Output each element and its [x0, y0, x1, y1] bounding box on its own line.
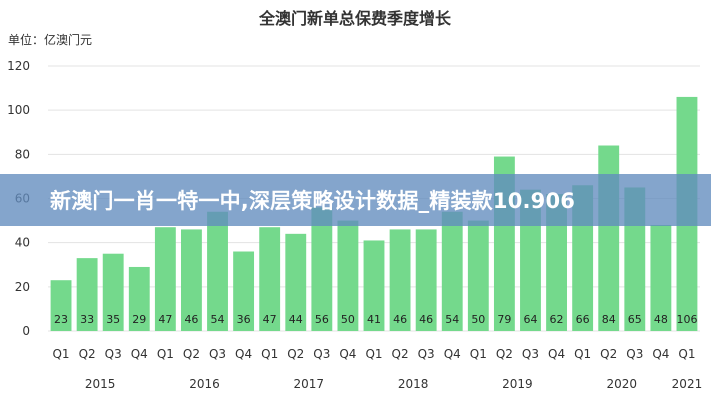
year-label: 2015	[85, 377, 116, 391]
overlay-banner-text: 新澳门一肖一特一中,深层策略设计数据_精装款10.906	[50, 189, 576, 213]
bar-value-label: 23	[54, 313, 68, 326]
x-tick-label: Q4	[235, 347, 252, 361]
x-tick-label: Q3	[105, 347, 122, 361]
x-tick-label: Q1	[365, 347, 382, 361]
x-tick-label: Q2	[183, 347, 200, 361]
year-label: 2018	[398, 377, 429, 391]
bar-value-label: 56	[315, 313, 329, 326]
bar-value-label: 62	[550, 313, 564, 326]
x-tick-label: Q2	[287, 347, 304, 361]
x-tick-label: Q3	[313, 347, 330, 361]
x-tick-label: Q4	[131, 347, 148, 361]
x-tick-label: Q3	[209, 347, 226, 361]
year-label: 2021	[672, 377, 703, 391]
x-tick-label: Q1	[470, 347, 487, 361]
y-tick-label: 20	[15, 280, 30, 294]
bar-value-label: 66	[576, 313, 590, 326]
bar-value-label: 48	[654, 313, 668, 326]
bar	[128, 266, 150, 331]
bar	[650, 225, 672, 331]
bar	[546, 194, 567, 331]
bar	[363, 240, 385, 331]
x-tick-label: Q1	[678, 347, 695, 361]
x-tick-label: Q2	[600, 347, 617, 361]
bar	[415, 229, 437, 331]
bar-value-label: 50	[471, 313, 485, 326]
x-tick-label: Q4	[339, 347, 356, 361]
x-tick-label: Q1	[261, 347, 278, 361]
bar	[259, 227, 281, 331]
x-tick-label: Q2	[392, 347, 409, 361]
x-tick-label: Q3	[626, 347, 643, 361]
bar	[285, 233, 307, 331]
year-label: 2019	[502, 377, 533, 391]
bar-value-label: 54	[445, 313, 459, 326]
bar-value-label: 47	[263, 313, 277, 326]
bar-value-label: 54	[211, 313, 225, 326]
bar	[181, 229, 202, 331]
x-tick-label: Q2	[496, 347, 513, 361]
unit-label: 单位：亿澳门元	[8, 32, 92, 47]
bar-value-label: 50	[341, 313, 355, 326]
bar	[233, 251, 255, 331]
x-tick-label: Q4	[444, 347, 461, 361]
x-tick-label: Q4	[548, 347, 565, 361]
value-labels: 23 33 35 29 47 46 54 36 47 44 56 50 41 46 46 54 50 79 64 62…	[54, 313, 697, 326]
x-tick-label: Q3	[418, 347, 435, 361]
y-tick-label: 120	[7, 59, 30, 73]
bar-value-label: 41	[367, 313, 381, 326]
bar	[50, 280, 72, 331]
bar-value-label: 79	[497, 313, 511, 326]
bar	[311, 207, 333, 331]
x-tick-label: Q4	[652, 347, 669, 361]
x-tick-label: Q3	[522, 347, 539, 361]
year-labels: 2015 2016 2017 2018 2019 2020 2021	[85, 377, 702, 391]
bar-value-label: 33	[80, 313, 94, 326]
bar-value-label: 44	[289, 313, 303, 326]
bar-value-label: 106	[676, 313, 697, 326]
y-tick-label: 100	[7, 103, 30, 117]
bar-value-label: 65	[628, 313, 642, 326]
x-tick-label: Q2	[79, 347, 96, 361]
x-tick-label: Q1	[52, 347, 69, 361]
bar-value-label: 64	[523, 313, 537, 326]
bar	[154, 227, 176, 331]
bar-value-label: 36	[237, 313, 251, 326]
bar-value-label: 29	[132, 313, 146, 326]
bar	[467, 220, 489, 331]
bar	[441, 211, 463, 331]
bar	[102, 253, 124, 331]
bar	[389, 229, 411, 331]
year-label: 2017	[294, 377, 325, 391]
bar	[337, 220, 359, 331]
x-tick-label: Q1	[574, 347, 591, 361]
bar-value-label: 47	[158, 313, 172, 326]
overlay-banner: 新澳门一肖一特一中,深层策略设计数据_精装款10.906	[0, 174, 711, 226]
bar	[207, 211, 228, 331]
bar-value-label: 46	[184, 313, 198, 326]
x-tick-label: Q1	[157, 347, 174, 361]
bar-value-label: 35	[106, 313, 120, 326]
y-tick-label: 80	[15, 147, 30, 161]
y-tick-label: 40	[15, 236, 30, 250]
bar-value-label: 46	[393, 313, 407, 326]
y-tick-label: 0	[22, 324, 30, 338]
bar-value-label: 46	[419, 313, 433, 326]
chart-title: 全澳门新单总保费季度增长	[258, 9, 452, 28]
year-label: 2020	[606, 377, 637, 391]
bar	[76, 258, 98, 331]
x-axis-ticks: Q1 Q2 Q3 Q4 Q1 Q2 Q3 Q4 Q1 Q2 Q3 Q4 Q1 Q2 Q3 Q4 Q1 Q2 Q3 Q4…	[52, 347, 695, 361]
bars	[50, 96, 698, 332]
y-axis-ticks: 020406080100120	[7, 59, 30, 338]
bar-value-label: 84	[602, 313, 616, 326]
year-label: 2016	[189, 377, 220, 391]
